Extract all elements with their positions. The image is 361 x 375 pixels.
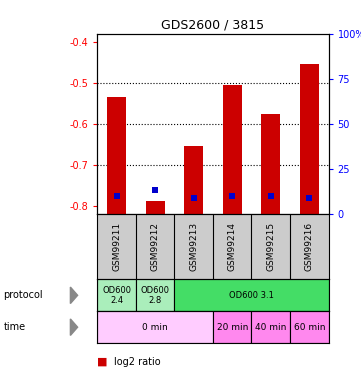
Text: OD600 3.1: OD600 3.1 — [229, 291, 274, 300]
Text: OD600
2.4: OD600 2.4 — [102, 286, 131, 305]
Bar — [145, 201, 165, 214]
Text: ■: ■ — [97, 357, 108, 367]
Bar — [97, 279, 136, 311]
Text: GSM99216: GSM99216 — [305, 222, 314, 271]
Text: 40 min: 40 min — [255, 322, 286, 332]
Title: GDS2600 / 3815: GDS2600 / 3815 — [161, 18, 265, 31]
Text: protocol: protocol — [4, 290, 43, 300]
Bar — [252, 311, 290, 343]
Text: GSM99214: GSM99214 — [228, 222, 237, 271]
Bar — [213, 311, 252, 343]
Text: 0 min: 0 min — [142, 322, 168, 332]
Text: GSM99215: GSM99215 — [266, 222, 275, 271]
Text: GSM99213: GSM99213 — [189, 222, 198, 271]
Bar — [223, 85, 242, 214]
Bar — [261, 114, 280, 214]
Text: log2 ratio: log2 ratio — [114, 357, 160, 367]
Bar — [136, 279, 174, 311]
Text: 20 min: 20 min — [217, 322, 248, 332]
Bar — [290, 311, 329, 343]
Bar — [184, 146, 203, 214]
Bar — [300, 64, 319, 214]
Text: OD600
2.8: OD600 2.8 — [141, 286, 170, 305]
Text: GSM99212: GSM99212 — [151, 222, 160, 271]
Text: 60 min: 60 min — [293, 322, 325, 332]
Text: time: time — [4, 322, 26, 332]
Bar — [174, 279, 329, 311]
Bar — [97, 311, 213, 343]
Bar — [107, 97, 126, 214]
Text: GSM99211: GSM99211 — [112, 222, 121, 271]
